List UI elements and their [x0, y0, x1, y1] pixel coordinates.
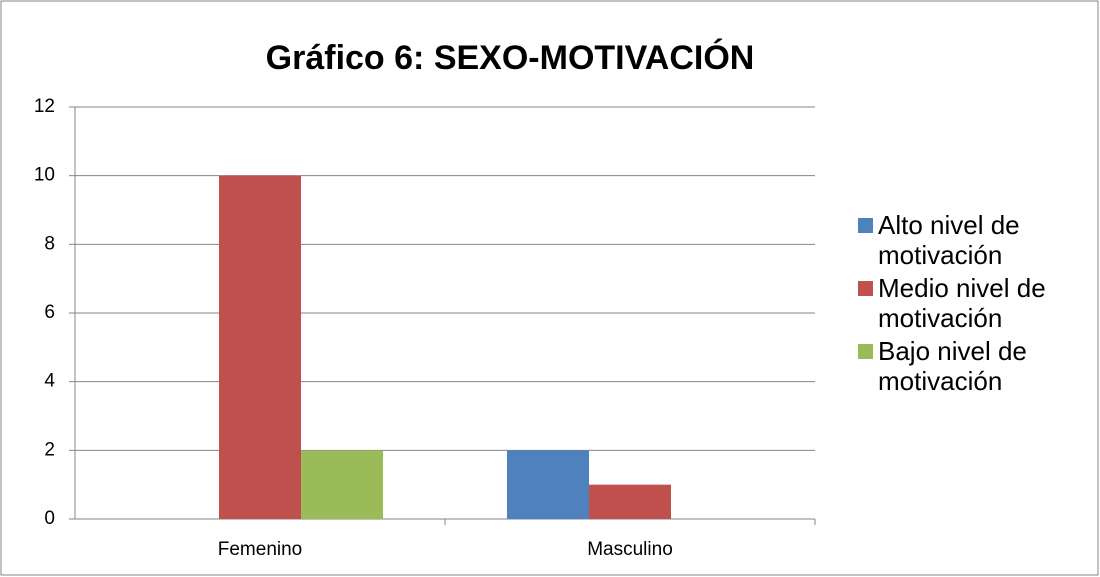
legend: Alto nivel de motivación Medio nivel de m… — [858, 210, 1058, 399]
x-tick-label: Masculino — [587, 539, 673, 560]
y-tick-label: 6 — [44, 302, 55, 323]
y-tick-label: 12 — [34, 96, 55, 117]
legend-label: Alto nivel de motivación — [878, 210, 1020, 270]
bar — [219, 175, 301, 519]
bar — [301, 450, 383, 519]
y-tick-label: 2 — [44, 439, 55, 460]
legend-item: Medio nivel de motivación — [858, 273, 1058, 333]
y-tick-label: 4 — [44, 371, 55, 392]
y-tick-label: 10 — [34, 165, 55, 186]
chart-title: Gráfico 6: SEXO-MOTIVACIÓN — [266, 39, 755, 77]
legend-item: Bajo nivel de motivación — [858, 336, 1058, 396]
y-tick-label: 0 — [44, 508, 55, 529]
legend-item: Alto nivel de motivación — [858, 210, 1058, 270]
bar — [589, 484, 671, 519]
y-tick-label: 8 — [44, 233, 55, 254]
legend-label: Bajo nivel de motivación — [878, 336, 1027, 396]
legend-swatch — [858, 344, 873, 359]
x-tick-label: Femenino — [218, 539, 303, 560]
bar — [507, 450, 589, 519]
legend-swatch — [858, 218, 873, 233]
legend-swatch — [858, 281, 873, 296]
legend-label: Medio nivel de motivación — [878, 273, 1046, 333]
